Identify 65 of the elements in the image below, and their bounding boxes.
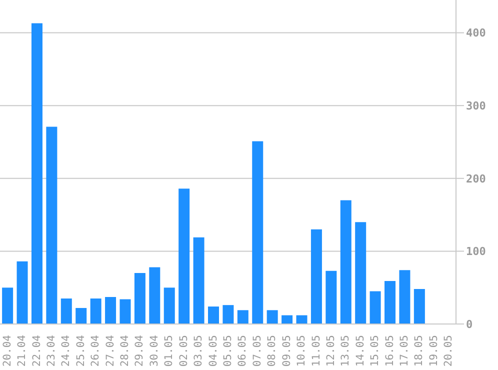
bar: [134, 273, 146, 324]
bar: [16, 261, 28, 324]
bar: [414, 289, 425, 324]
x-tick-label: 15.05: [369, 335, 382, 367]
x-tick-label: 12.05: [324, 335, 337, 367]
x-tick-label: 30.04: [148, 335, 160, 367]
x-tick-label: 09.05: [280, 335, 293, 367]
bar: [149, 267, 160, 324]
bar: [266, 310, 278, 324]
bar: [326, 270, 337, 324]
y-tick-label: 200: [466, 172, 486, 186]
bar: [178, 188, 190, 324]
x-tick-label: 03.05: [192, 335, 205, 367]
bar: [60, 298, 72, 324]
bar: [384, 281, 396, 324]
x-tick-label: 22.04: [30, 335, 43, 367]
bar: [370, 291, 381, 324]
y-tick-label: 100: [466, 245, 486, 258]
x-tick-label: 21.04: [16, 335, 28, 367]
bar: [193, 237, 204, 324]
y-tick-label: 400: [466, 26, 486, 40]
bar: [105, 297, 116, 324]
bar: [310, 229, 322, 324]
bar: [296, 315, 308, 324]
x-tick-label: 20.05: [442, 335, 455, 367]
x-tick-label: 19.05: [428, 335, 440, 367]
bar: [237, 310, 248, 324]
x-tick-label: 06.05: [236, 335, 249, 367]
bar: [282, 315, 293, 324]
bar: [208, 306, 219, 324]
x-tick-label: 26.04: [90, 335, 102, 367]
x-tick-label: 01.05: [163, 335, 176, 367]
x-tick-label: 17.05: [398, 335, 411, 367]
x-tick-label: 10.05: [296, 335, 308, 367]
x-tick-label: 05.05: [222, 335, 234, 367]
bar: [399, 270, 410, 324]
x-tick-label: 18.05: [413, 335, 426, 367]
bar: [2, 288, 14, 324]
bar: [222, 305, 234, 324]
x-tick-label: 20.04: [1, 335, 14, 367]
x-tick-label: 16.05: [384, 335, 396, 367]
x-tick-label: 23.04: [45, 335, 58, 367]
x-tick-label: 13.05: [340, 335, 352, 367]
y-tick-label: 0: [466, 318, 473, 331]
x-tick-label: 29.04: [134, 335, 146, 367]
x-tick-label: 07.05: [251, 335, 264, 367]
x-tick-label: 08.05: [266, 335, 278, 367]
x-tick-label: 25.04: [74, 335, 87, 367]
bar: [76, 308, 87, 324]
y-tick-label: 300: [466, 99, 486, 112]
bar: [252, 141, 264, 324]
bar: [164, 288, 175, 324]
x-tick-label: 27.04: [104, 335, 116, 367]
x-tick-label: 11.05: [310, 335, 322, 367]
bar: [90, 298, 102, 324]
x-tick-label: 24.04: [60, 335, 72, 367]
bar: [31, 23, 42, 324]
bar: [120, 299, 131, 324]
x-tick-label: 04.05: [207, 335, 220, 367]
x-tick-label: 14.05: [354, 335, 366, 367]
bar: [46, 126, 58, 324]
bar: [355, 222, 366, 324]
bar: [340, 200, 352, 324]
x-tick-label: 02.05: [178, 335, 190, 367]
x-tick-label: 28.04: [119, 335, 132, 367]
